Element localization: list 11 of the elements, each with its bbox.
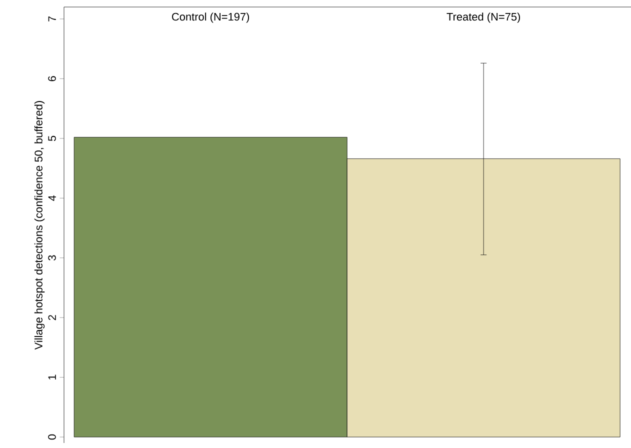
x-tick-label: Control (N=197) <box>172 12 250 23</box>
y-tick-label: 0 <box>48 434 56 440</box>
y-tick-label: 2 <box>48 315 56 320</box>
y-tick-label: 4 <box>48 195 56 201</box>
y-tick-label: 3 <box>48 255 56 260</box>
y-tick-label: 1 <box>48 374 56 380</box>
y-tick-label: 5 <box>48 136 56 142</box>
y-axis-title: Village hotspot detections (confidence 50, buffered) <box>34 101 45 350</box>
x-tick-label: Treated (N=75) <box>446 12 520 23</box>
y-tick-label: 6 <box>48 76 56 82</box>
y-tick-label: 7 <box>48 16 56 22</box>
